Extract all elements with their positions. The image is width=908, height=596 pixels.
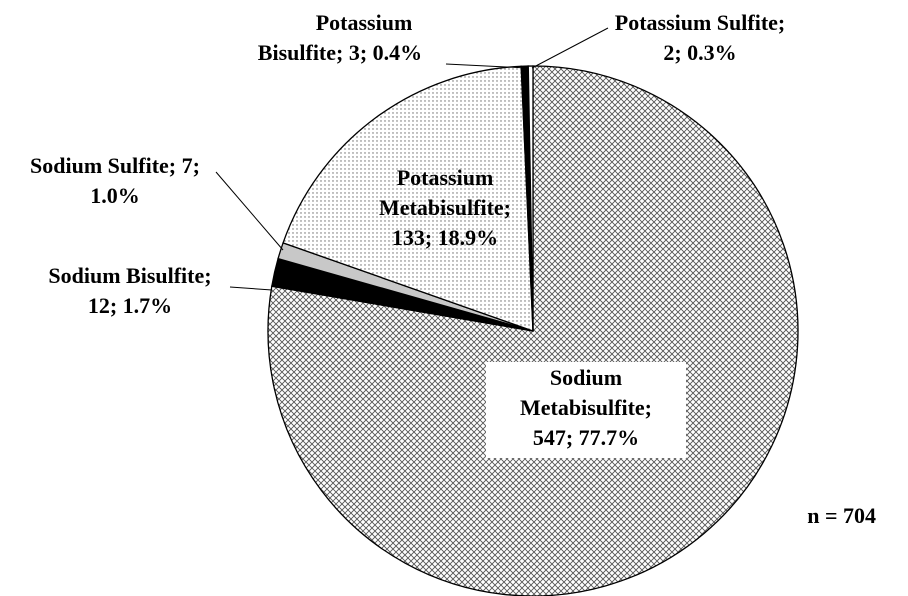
- leader-line: [215, 171, 284, 251]
- leader-line: [531, 27, 609, 69]
- data-label: Metabisulfite;: [520, 395, 652, 420]
- leader-line: [229, 286, 273, 291]
- data-label: 2; 0.3%: [663, 40, 736, 65]
- data-label: Potassium: [316, 10, 413, 35]
- annotation: n = 704: [807, 503, 876, 528]
- pie-slice: [282, 65, 534, 332]
- data-label: 547; 77.7%: [533, 425, 639, 450]
- data-label: Potassium Sulfite;: [615, 10, 786, 35]
- data-label: Potassium: [397, 165, 494, 190]
- data-label: Bisulfite; 3; 0.4%: [258, 40, 422, 65]
- pie-slice: [527, 65, 534, 332]
- data-label: Sodium: [550, 365, 622, 390]
- data-label: Sodium Sulfite; 7;: [30, 153, 200, 178]
- data-label: 12; 1.7%: [88, 293, 172, 318]
- label-box: [486, 362, 686, 458]
- data-label: 133; 18.9%: [392, 225, 498, 250]
- data-label: Metabisulfite;: [379, 195, 511, 220]
- leader-line: [445, 63, 528, 69]
- data-label: 1.0%: [90, 183, 140, 208]
- data-label: Sodium Bisulfite;: [48, 263, 211, 288]
